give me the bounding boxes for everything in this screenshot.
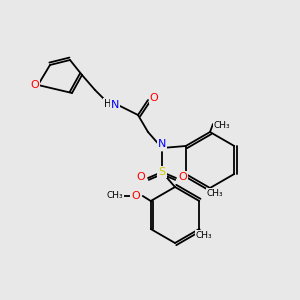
Text: CH₃: CH₃ bbox=[207, 188, 223, 197]
Text: O: O bbox=[150, 93, 158, 103]
Text: O: O bbox=[136, 172, 146, 182]
Text: H: H bbox=[104, 99, 112, 109]
Text: N: N bbox=[111, 100, 119, 110]
Text: N: N bbox=[158, 139, 166, 149]
Text: CH₃: CH₃ bbox=[106, 191, 123, 200]
Text: O: O bbox=[131, 191, 140, 201]
Text: S: S bbox=[158, 167, 166, 177]
Text: O: O bbox=[31, 80, 39, 90]
Text: CH₃: CH₃ bbox=[196, 230, 213, 239]
Text: O: O bbox=[178, 172, 188, 182]
Text: CH₃: CH₃ bbox=[214, 122, 231, 130]
